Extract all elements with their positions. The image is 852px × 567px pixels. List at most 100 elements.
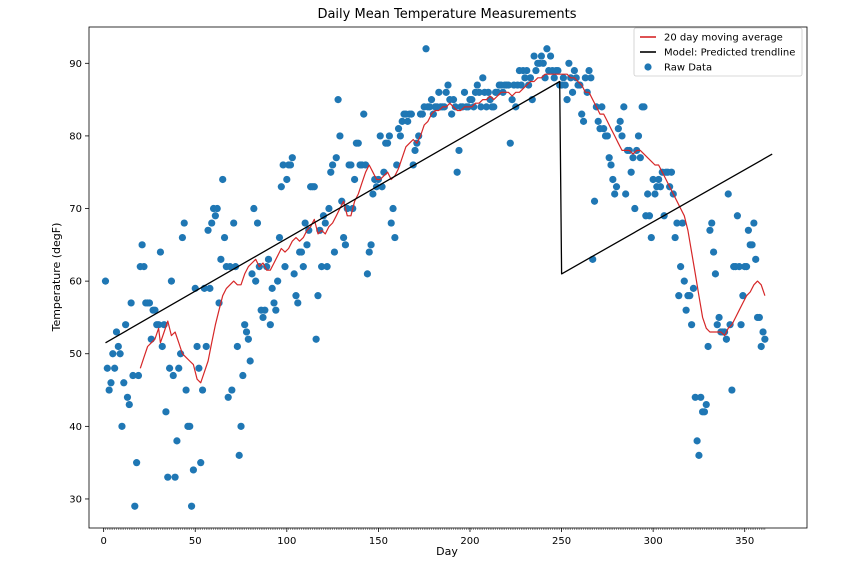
data-point bbox=[579, 117, 588, 125]
data-point bbox=[620, 103, 628, 111]
data-point bbox=[448, 110, 456, 118]
data-point bbox=[733, 212, 741, 220]
data-point bbox=[145, 299, 154, 307]
data-point bbox=[138, 241, 146, 249]
legend-marker-handle bbox=[644, 63, 652, 71]
data-point bbox=[759, 328, 767, 336]
data-point bbox=[532, 66, 540, 75]
data-point bbox=[647, 233, 655, 242]
data-point bbox=[131, 502, 139, 510]
data-point bbox=[537, 52, 546, 60]
data-point bbox=[449, 96, 458, 104]
x-tick-label: 300 bbox=[644, 536, 663, 547]
data-point bbox=[173, 437, 181, 445]
data-point bbox=[387, 219, 395, 227]
data-point bbox=[193, 342, 201, 351]
data-point bbox=[330, 248, 339, 256]
data-point bbox=[164, 473, 172, 481]
data-point bbox=[554, 66, 562, 75]
data-point bbox=[123, 393, 132, 401]
x-axis-label: Day bbox=[436, 545, 458, 558]
data-point bbox=[112, 328, 121, 336]
data-point bbox=[486, 96, 494, 104]
y-tick-label: 40 bbox=[69, 422, 82, 433]
data-point bbox=[680, 277, 688, 285]
data-point bbox=[310, 183, 318, 191]
data-point bbox=[546, 52, 555, 60]
legend-label: Raw Data bbox=[664, 63, 712, 74]
data-point bbox=[305, 226, 313, 234]
data-point bbox=[281, 263, 289, 271]
data-point bbox=[219, 175, 227, 184]
data-point bbox=[524, 81, 533, 89]
data-point bbox=[605, 154, 613, 162]
data-point bbox=[321, 219, 329, 227]
data-point bbox=[140, 263, 148, 271]
data-point bbox=[290, 270, 298, 278]
data-point bbox=[426, 103, 434, 111]
data-point bbox=[541, 74, 549, 82]
data-point bbox=[612, 183, 621, 191]
data-point bbox=[197, 459, 205, 467]
data-point bbox=[616, 117, 624, 125]
data-point bbox=[523, 66, 531, 75]
data-point bbox=[354, 139, 362, 147]
data-point bbox=[411, 146, 419, 155]
data-point bbox=[389, 204, 397, 213]
data-point bbox=[470, 103, 478, 111]
data-point bbox=[750, 219, 758, 227]
data-point bbox=[118, 422, 126, 430]
data-point bbox=[391, 233, 399, 242]
data-point bbox=[323, 263, 331, 271]
data-point bbox=[288, 154, 296, 162]
data-point bbox=[757, 342, 765, 351]
data-point bbox=[651, 190, 659, 198]
data-point bbox=[385, 132, 393, 140]
data-point bbox=[404, 117, 412, 125]
data-point bbox=[189, 466, 198, 474]
y-tick-label: 50 bbox=[69, 349, 82, 360]
data-point bbox=[559, 74, 567, 82]
data-point bbox=[585, 66, 593, 75]
x-axis: 0 50 100 150 200 250 300 350 bbox=[100, 528, 766, 547]
data-point bbox=[484, 88, 492, 96]
data-point bbox=[156, 248, 165, 256]
x-tick-label: 100 bbox=[277, 536, 296, 547]
data-point bbox=[171, 473, 179, 481]
data-point bbox=[742, 263, 751, 271]
data-point bbox=[709, 248, 718, 256]
data-point bbox=[396, 132, 404, 140]
chart-title: Daily Mean Temperature Measurements bbox=[317, 7, 576, 22]
data-point bbox=[211, 212, 219, 220]
data-point bbox=[268, 284, 276, 292]
data-point bbox=[264, 255, 273, 263]
data-point bbox=[682, 306, 690, 314]
data-point bbox=[208, 219, 216, 227]
data-point bbox=[301, 219, 309, 227]
data-point bbox=[460, 88, 469, 96]
data-point bbox=[631, 204, 639, 213]
data-point bbox=[283, 175, 291, 184]
data-point bbox=[429, 110, 437, 118]
data-point bbox=[116, 350, 124, 358]
data-point bbox=[572, 74, 580, 82]
data-point bbox=[422, 45, 430, 53]
data-point bbox=[706, 226, 714, 234]
data-point bbox=[294, 299, 302, 307]
data-point bbox=[649, 175, 657, 184]
data-point bbox=[711, 270, 720, 278]
data-point bbox=[332, 154, 340, 162]
data-point bbox=[195, 364, 203, 372]
data-point bbox=[677, 263, 685, 271]
data-point bbox=[530, 52, 538, 60]
data-point bbox=[735, 263, 743, 271]
data-point bbox=[435, 88, 443, 96]
data-point bbox=[318, 263, 326, 271]
data-point bbox=[101, 277, 110, 285]
data-point bbox=[228, 386, 236, 394]
data-point bbox=[286, 161, 295, 169]
data-point bbox=[693, 437, 701, 445]
data-point bbox=[656, 183, 665, 191]
data-point bbox=[339, 233, 348, 242]
